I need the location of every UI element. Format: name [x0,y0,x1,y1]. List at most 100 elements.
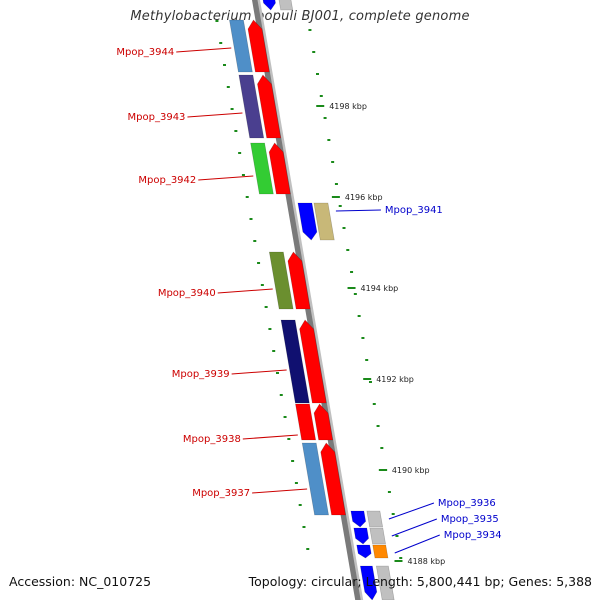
gene-mpop-3936-leader-line [388,502,435,520]
gene-mpop-3944-leader-line [176,47,232,53]
minor-tick-left [234,130,238,132]
gene-mpop-3936-arrow [350,510,367,528]
minor-tick-left [257,262,261,264]
gene-mpop-3942-leader-line [198,175,254,181]
gene-mpop-3935-cog-block [369,527,386,545]
gene-mpop-3944-arrow [247,19,270,73]
minor-tick-left [245,196,249,198]
minor-tick-left [268,328,272,330]
gene-mpop-3941-arrow [297,202,318,241]
minor-tick-right [342,227,346,229]
minor-tick-left [264,306,268,308]
gene-mpop-3943-arrow [257,74,282,139]
gene-mpop-3938-cog-block [295,403,317,441]
minor-tick-right [387,491,391,493]
minor-tick-right [391,513,395,515]
gene-mpop-3941-cog-block [313,202,335,241]
minor-tick-right [399,557,403,559]
minor-tick-left [291,460,295,462]
partial-gene-arrow-bottom [359,565,378,600]
gene-mpop-3934-leader-line [394,534,440,554]
minor-tick-right [357,315,361,317]
minor-tick-left [241,174,245,176]
gene-mpop-3934-label: Mpop_3934 [444,530,502,541]
gene-layer [229,0,395,600]
partial-gene-block-top [278,0,294,11]
major-tick [331,196,340,198]
minor-tick-left [249,218,253,220]
minor-tick-right [353,293,357,295]
minor-tick-right [346,249,350,251]
minor-tick-left [230,108,234,110]
gene-mpop-3938-arrow [313,403,334,441]
minor-tick-right [319,95,323,97]
major-tick [347,287,356,289]
minor-tick-left [302,526,306,528]
genome-summary-text: Topology: circular; Length: 5,800,441 bp… [248,574,592,589]
minor-tick-left [287,438,291,440]
gene-mpop-3940-cog-block [268,251,294,310]
kbp-tick-label: 4194 kbp [361,284,399,293]
minor-tick-left [223,64,227,66]
major-tick [363,378,372,380]
minor-tick-right [316,73,320,75]
minor-tick-left [298,504,302,506]
minor-tick-left [238,152,242,154]
gene-mpop-3939-label: Mpop_3939 [172,369,230,380]
gene-mpop-3937-label: Mpop_3937 [192,488,250,499]
gene-mpop-3942-cog-block [250,142,274,195]
minor-tick-right [376,425,380,427]
minor-tick-right [323,117,327,119]
gene-mpop-3935-label: Mpop_3935 [441,514,499,525]
gene-mpop-3935-arrow [353,527,369,545]
partial-gene-arrow-top [262,0,276,11]
minor-tick-right [380,447,384,449]
gene-mpop-3943-label: Mpop_3943 [128,112,186,123]
minor-tick-left [275,372,279,374]
minor-tick-left [272,350,276,352]
gene-mpop-3938-label: Mpop_3938 [183,434,241,445]
gene-mpop-3939-leader-line [231,369,287,375]
minor-tick-right [350,271,354,273]
minor-tick-left [219,42,223,44]
gene-mpop-3942-arrow [268,142,291,195]
accession-text: Accession: NC_010725 [9,574,152,589]
minor-tick-right [327,139,331,141]
genome-backbone-highlight [257,0,364,600]
minor-tick-left [279,394,283,396]
minor-tick-right [334,183,338,185]
gene-mpop-3943-cog-block [238,74,265,139]
kbp-tick-label: 4198 kbp [329,102,367,111]
gene-mpop-3942-label: Mpop_3942 [138,175,196,186]
gene-mpop-3941-label: Mpop_3941 [385,205,443,216]
minor-tick-right [365,359,369,361]
kbp-tick-label: 4196 kbp [345,193,383,202]
major-tick [316,105,325,107]
minor-tick-right [361,337,365,339]
partial-gene-block-bottom [375,565,395,600]
gene-label-layer: Mpop_3944 Mpop_3943 Mpop_3942 Mpop_3941 Mpop… [116,47,502,554]
kbp-tick-layer: 4198 kbp 4196 kbp 4194 kbp 4192 kbp 4190 kbp… [215,20,445,566]
minor-tick-left [253,240,257,242]
gene-mpop-3937-arrow [320,442,346,516]
gene-mpop-3937-leader-line [252,488,308,494]
kbp-tick-label: 4192 kbp [376,375,414,384]
gene-mpop-3939-arrow [299,319,327,404]
gene-mpop-3934-arrow [356,544,372,559]
gene-mpop-3940-label: Mpop_3940 [158,288,216,299]
gene-mpop-3943-leader-line [187,112,243,118]
minor-tick-right [368,381,372,383]
minor-tick-left [260,284,264,286]
gene-mpop-3940-arrow [287,251,311,310]
gene-mpop-3940-leader-line [217,288,273,294]
map-title: Methylobacterium populi BJ001, complete … [130,9,470,24]
major-tick [394,560,403,562]
gene-mpop-3938-leader-line [242,434,298,440]
minor-tick-right [331,161,335,163]
minor-tick-left [215,20,219,22]
major-tick [378,469,387,471]
minor-tick-left [283,416,287,418]
kbp-tick-label: 4190 kbp [392,466,430,475]
minor-tick-right [338,205,342,207]
